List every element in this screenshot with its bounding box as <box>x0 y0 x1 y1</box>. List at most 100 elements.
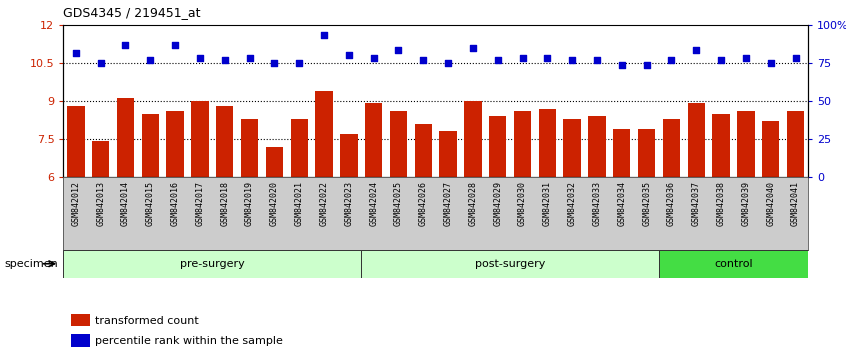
Bar <box>489 116 507 177</box>
Bar <box>216 106 233 177</box>
Text: GSM842023: GSM842023 <box>344 181 354 225</box>
Point <box>466 45 480 51</box>
Point <box>442 60 455 66</box>
Bar <box>662 119 680 177</box>
Text: GSM842014: GSM842014 <box>121 181 130 225</box>
Bar <box>415 124 432 177</box>
Text: GSM842032: GSM842032 <box>568 181 577 225</box>
Point <box>665 57 678 63</box>
Point <box>416 57 430 63</box>
Bar <box>141 114 159 177</box>
Point <box>689 47 703 53</box>
Point <box>94 60 107 66</box>
Point <box>267 60 281 66</box>
Text: GSM842018: GSM842018 <box>220 181 229 225</box>
Text: transformed count: transformed count <box>95 316 199 326</box>
Text: GSM842028: GSM842028 <box>469 181 477 225</box>
Bar <box>340 134 358 177</box>
Text: GSM842020: GSM842020 <box>270 181 279 225</box>
Text: GSM842035: GSM842035 <box>642 181 651 225</box>
Point <box>788 55 802 61</box>
Point <box>342 52 355 58</box>
Text: GSM842021: GSM842021 <box>294 181 304 225</box>
Point <box>168 42 182 48</box>
Text: GSM842034: GSM842034 <box>618 181 626 225</box>
Text: GSM842036: GSM842036 <box>667 181 676 225</box>
Point <box>293 60 306 66</box>
Bar <box>390 111 407 177</box>
Point <box>317 32 331 38</box>
Text: percentile rank within the sample: percentile rank within the sample <box>95 336 283 346</box>
Point <box>591 57 604 63</box>
Bar <box>361 250 659 278</box>
Bar <box>365 103 382 177</box>
Text: control: control <box>714 259 753 269</box>
Text: GSM842031: GSM842031 <box>543 181 552 225</box>
Point <box>367 55 381 61</box>
Point <box>144 57 157 63</box>
Bar <box>638 129 656 177</box>
Text: GSM842024: GSM842024 <box>369 181 378 225</box>
Bar <box>588 116 606 177</box>
Point <box>739 55 753 61</box>
Bar <box>117 98 135 177</box>
Bar <box>539 109 556 177</box>
Bar <box>737 111 755 177</box>
Bar <box>762 121 779 177</box>
Text: GSM842038: GSM842038 <box>717 181 726 225</box>
Point <box>764 60 777 66</box>
Text: GDS4345 / 219451_at: GDS4345 / 219451_at <box>63 6 201 19</box>
Point <box>118 42 132 48</box>
Text: GSM842029: GSM842029 <box>493 181 503 225</box>
Point <box>218 57 232 63</box>
Point <box>714 57 728 63</box>
Point <box>565 57 579 63</box>
Text: GSM842015: GSM842015 <box>146 181 155 225</box>
Bar <box>712 114 730 177</box>
Bar <box>63 250 361 278</box>
Bar <box>439 131 457 177</box>
Bar <box>659 250 808 278</box>
Text: GSM842033: GSM842033 <box>592 181 602 225</box>
Bar <box>191 101 209 177</box>
Bar <box>92 142 109 177</box>
Text: GSM842016: GSM842016 <box>171 181 179 225</box>
Bar <box>613 129 630 177</box>
Point <box>516 55 530 61</box>
Text: GSM842017: GSM842017 <box>195 181 205 225</box>
Bar <box>688 103 705 177</box>
Point <box>640 63 653 68</box>
Text: GSM842019: GSM842019 <box>245 181 254 225</box>
Text: GSM842027: GSM842027 <box>443 181 453 225</box>
Point <box>392 47 405 53</box>
Bar <box>167 111 184 177</box>
Text: GSM842040: GSM842040 <box>766 181 775 225</box>
Bar <box>464 101 481 177</box>
Bar <box>563 119 581 177</box>
Text: GSM842026: GSM842026 <box>419 181 428 225</box>
Text: GSM842039: GSM842039 <box>741 181 750 225</box>
Bar <box>514 111 531 177</box>
Bar <box>266 147 283 177</box>
Text: post-surgery: post-surgery <box>475 259 546 269</box>
Bar <box>71 334 90 347</box>
Text: GSM842012: GSM842012 <box>71 181 80 225</box>
Text: GSM842022: GSM842022 <box>320 181 328 225</box>
Point <box>243 55 256 61</box>
Point <box>193 55 206 61</box>
Bar <box>787 111 805 177</box>
Text: GSM842025: GSM842025 <box>394 181 403 225</box>
Bar <box>241 119 258 177</box>
Text: pre-surgery: pre-surgery <box>180 259 244 269</box>
Bar <box>316 91 332 177</box>
Point <box>491 57 504 63</box>
Text: specimen: specimen <box>4 259 58 269</box>
Point <box>615 63 629 68</box>
Text: GSM842013: GSM842013 <box>96 181 105 225</box>
Text: GSM842041: GSM842041 <box>791 181 800 225</box>
Point <box>69 50 83 56</box>
Bar <box>67 106 85 177</box>
Point <box>541 55 554 61</box>
Bar <box>71 314 90 326</box>
Text: GSM842037: GSM842037 <box>692 181 700 225</box>
